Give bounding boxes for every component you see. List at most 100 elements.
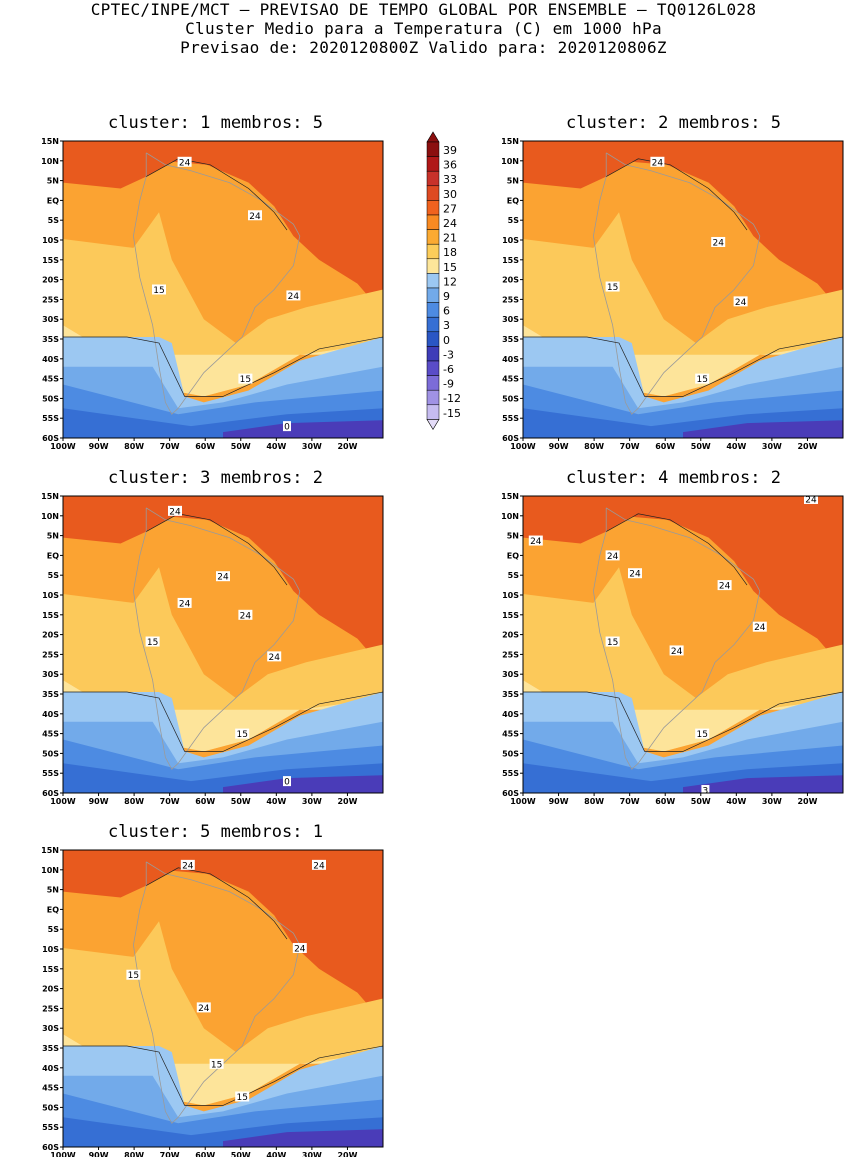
lat-label: 25S [502,295,519,304]
lon-label: 50W [691,797,711,806]
lat-label: 10N [41,157,59,166]
contour-label: 15 [153,286,164,296]
lat-label: 10S [42,591,59,600]
lat-label: 30S [42,1024,59,1033]
lat-label: 60S [42,434,59,443]
lat-label: 5N [47,532,59,541]
contour-label-bg [283,421,291,432]
lat-label: 10S [42,945,59,954]
lat-label: 5N [47,177,59,186]
contour-label-bg [695,373,710,384]
contour-label-bg [235,1091,250,1102]
lat-label: 45S [42,1084,59,1093]
lat-label: 15S [42,965,59,974]
contour-label: 24 [607,552,619,562]
colorbar-label: 18 [443,246,457,259]
lat-label: 40S [42,710,59,719]
colorbar-swatch [426,331,440,347]
warm-region-north [523,141,843,314]
lat-label: 35S [502,335,519,344]
lon-label: 60W [195,442,215,451]
lat-label: 5N [507,532,519,541]
lon-label: 90W [89,797,109,806]
contour-label-bg [216,571,230,582]
contour-label: 15 [236,730,247,740]
lat-label: 25S [42,295,59,304]
contour-label-bg [267,651,282,662]
colorbar-label: -9 [443,378,454,391]
lon-label: 50W [231,442,251,451]
contour-label: 24 [288,292,300,302]
colorbar-label: 36 [443,159,457,172]
contour-24 [606,158,748,231]
header-line-2: Cluster Medio para a Temperatura (C) em … [185,19,662,38]
lon-label: 20W [337,1151,357,1157]
lon-label: 60W [655,797,675,806]
contour-label: 24 [198,1004,210,1014]
lat-label: 45S [502,730,519,739]
colorbar-swatch [426,258,440,274]
lat-label: 50S [502,394,519,403]
contour-label: 24 [268,653,280,663]
lon-label: 70W [620,797,640,806]
lat-label: 25S [42,1004,59,1013]
lon-label: 20W [797,442,817,451]
colorbar-swatch [426,273,440,289]
lon-label: 70W [160,442,180,451]
colorbar-label: 6 [443,305,450,318]
lon-label: 30W [762,442,782,451]
colorbar-swatch [426,302,440,318]
colorbar-label: 39 [443,144,457,157]
contour-label-bg [650,156,665,167]
lat-label: 35S [42,1044,59,1053]
colorbar-swatch [426,141,440,157]
lat-label: 10N [41,866,59,875]
contour-24 [146,158,288,231]
cold-band-4 [683,775,843,793]
contour-15 [63,1045,384,1106]
lat-label: 20S [502,276,519,285]
lat-label: 60S [502,789,519,798]
lat-label: 25S [502,650,519,659]
lat-label: 30S [502,670,519,679]
lat-label: 60S [42,1143,59,1152]
contour-label: 15 [147,638,158,648]
colorbar-label: 0 [443,334,450,347]
contour-label: 15 [696,730,707,740]
colorbar-label: 24 [443,217,457,230]
lat-label: 15S [42,611,59,620]
contour-label-bg [248,210,262,221]
lat-label: 55S [502,769,519,778]
lon-label: 100W [50,442,76,451]
map-frame [62,140,384,439]
colorbar-swatch [426,404,440,420]
contour-label-bg [605,281,620,292]
colorbar-swatch [426,360,440,376]
contour-label-bg [605,550,620,561]
lat-label: 10N [501,157,519,166]
lat-label: 30S [42,670,59,679]
lon-label: 70W [160,1151,180,1157]
lat-label: 5N [507,177,519,186]
contour-24 [606,513,748,586]
contour-label-bg [733,296,748,307]
colorbar-swatch [426,214,440,230]
lon-label: 80W [584,442,604,451]
contour-label: 24 [313,861,325,871]
lat-label: 5S [48,216,60,225]
lat-label: 55S [502,414,519,423]
cool-yellow-band [63,1034,383,1106]
lon-label: 40W [266,797,286,806]
warm-region-north [523,496,843,669]
colorbar-label: 12 [443,275,457,288]
lat-label: 60S [502,434,519,443]
lon-label: 80W [124,442,144,451]
lat-label: 5S [508,571,520,580]
map-frame [522,140,844,439]
panel-title-cluster-3: cluster: 3 membros: 2 [108,468,323,488]
lat-label: 20S [42,985,59,994]
lat-label: 15N [41,846,59,855]
lat-label: 45S [502,375,519,384]
map-frame [62,849,384,1148]
